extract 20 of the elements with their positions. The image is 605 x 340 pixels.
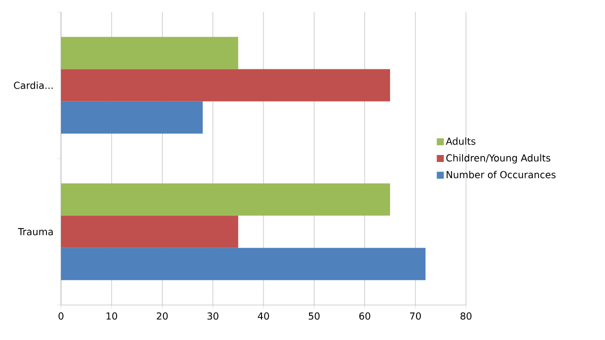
x-tick-label: 80 — [460, 312, 472, 320]
x-tick-label: 70 — [410, 312, 421, 320]
bar — [61, 216, 238, 248]
bar — [61, 183, 390, 216]
legend-label: Children/Young Adults — [446, 154, 550, 164]
bar — [61, 69, 390, 102]
x-tick-label: 60 — [359, 312, 370, 320]
bar — [61, 248, 426, 280]
legend-label: Number of Occurances — [446, 170, 556, 178]
x-tick-label: 30 — [208, 312, 218, 320]
x-tick-label: 0 — [58, 312, 64, 320]
x-tick-label: 40 — [258, 312, 269, 320]
x-tick-label: 50 — [308, 312, 320, 320]
y-tick-label: Trauma — [18, 228, 53, 236]
x-tick-label: 20 — [156, 312, 168, 320]
legend-label: Adults — [446, 137, 476, 145]
bar — [61, 101, 203, 134]
y-tick-label: Cardia... — [14, 82, 53, 89]
x-tick-label: 10 — [106, 312, 118, 320]
bar — [61, 36, 238, 70]
